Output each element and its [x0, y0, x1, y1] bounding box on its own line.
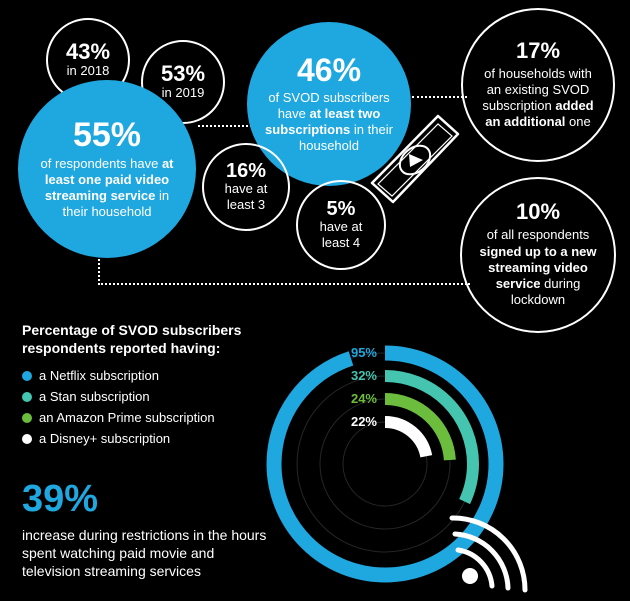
stat-39-percent: 39% increase during restrictions in the …: [22, 480, 272, 581]
subscription-rings: [266, 345, 504, 583]
ring-arc-disney-plus: [337, 416, 433, 512]
bubble-17-value: 17%: [515, 37, 561, 63]
bubble-5-label: have at least 4: [319, 218, 363, 250]
bubble-10-value: 10%: [515, 199, 561, 225]
ring-label-amazon-prime: 24%: [350, 391, 377, 406]
legend-label: a Stan subscription: [39, 389, 150, 404]
wifi-icon: [449, 515, 528, 593]
legend-dot: [22, 412, 32, 423]
bubble-55-value: 55%: [72, 115, 142, 154]
connector-55-10: [98, 235, 470, 285]
bubble-16-value: 16%: [225, 159, 267, 182]
legend-label: an Amazon Prime subscription: [39, 410, 215, 425]
bubble-55-percent: 55% of respondents have at least one pai…: [18, 80, 196, 258]
ring-arc-netflix: [266, 345, 504, 583]
tablet-play-icon: [370, 114, 460, 204]
bubble-46-value: 46%: [296, 51, 362, 88]
legend-dot: [22, 391, 32, 402]
ring-arc-stan: [291, 370, 479, 558]
stat-value: 39%: [22, 478, 99, 520]
bubble-17-percent: 17% of households with an existing SVOD …: [461, 8, 615, 162]
legend-dot: [22, 370, 32, 381]
bubble-16-percent: 16% have at least 3: [202, 143, 290, 231]
bubble-43-label: in 2018: [66, 62, 110, 78]
bubble-5-percent: 5% have at least 4: [296, 180, 386, 270]
bubble-5-value: 5%: [326, 197, 356, 220]
legend-title: Percentage of SVOD subscribers responden…: [22, 322, 242, 356]
legend-item: an Amazon Prime subscription: [22, 410, 215, 425]
legend-item: a Stan subscription: [22, 389, 150, 404]
ring-arc-amazon-prime: [314, 393, 456, 535]
legend-item: a Disney+ subscription: [22, 431, 170, 446]
bubble-55-text: of respondents have at least one paid vi…: [40, 155, 174, 220]
legend-label: a Disney+ subscription: [39, 431, 171, 446]
bubble-10-text: of all respondents signed up to a new st…: [479, 227, 597, 308]
bubble-17-text: of households with an existing SVOD subs…: [482, 65, 594, 130]
ring-label-disney-plus: 22%: [350, 414, 377, 429]
legend-dot: [22, 433, 32, 444]
bubble-53-label: in 2019: [161, 84, 205, 100]
bubble-10-percent: 10% of all respondents signed up to a ne…: [460, 177, 616, 333]
legend-item: a Netflix subscription: [22, 368, 159, 383]
bubble-46-text: of SVOD subscribers have at least two su…: [265, 89, 393, 154]
connector-55-46: [198, 125, 260, 127]
bubble-16-label: have at least 3: [224, 180, 268, 212]
bubble-43-value: 43%: [65, 38, 111, 64]
connector-46-17: [412, 96, 467, 98]
legend-label: a Netflix subscription: [39, 368, 159, 383]
ring-label-stan: 32%: [350, 368, 377, 383]
stat-description: increase during restrictions in the hour…: [22, 527, 267, 580]
ring-label-netflix: 95%: [350, 345, 377, 360]
bubble-53-value: 53%: [160, 60, 206, 86]
